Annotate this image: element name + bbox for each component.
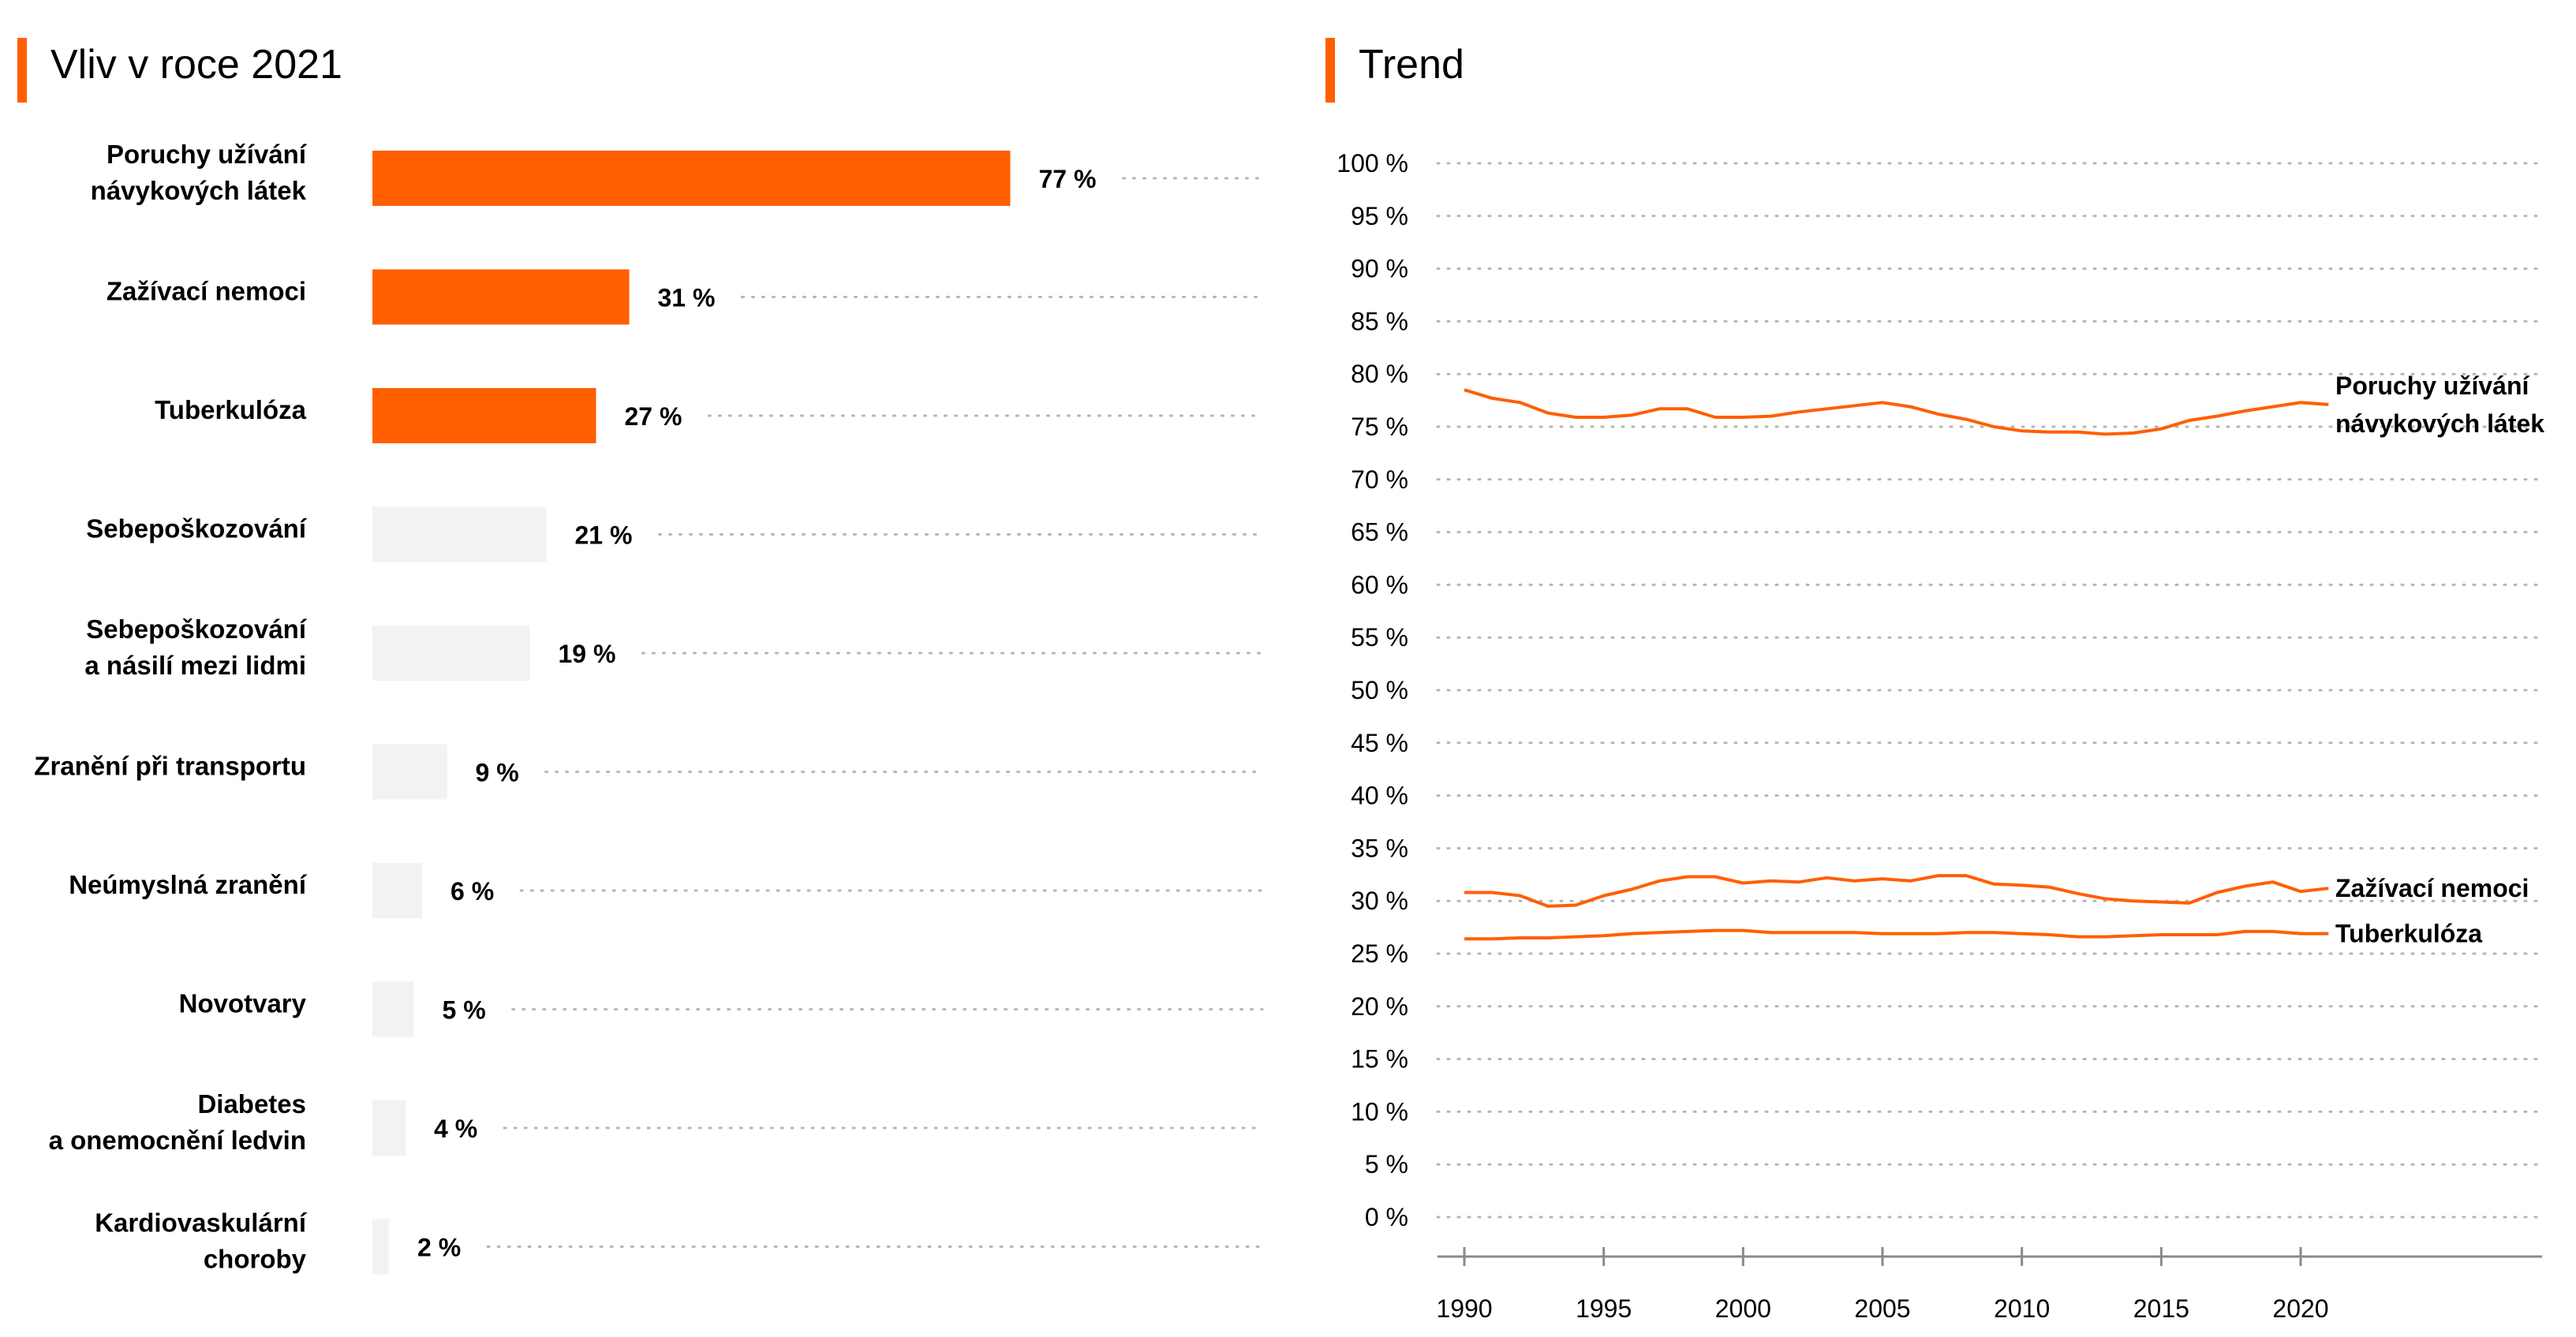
bar-value-label: 27 % <box>625 402 682 431</box>
x-tick-label: 2015 <box>2133 1294 2189 1323</box>
bar <box>372 744 447 800</box>
bar-value-label: 9 % <box>476 759 519 787</box>
bar-row: 6 % Neúmyslná zranění <box>69 863 1264 918</box>
bar-value-label: 6 % <box>451 877 494 906</box>
bar-value-label: 31 % <box>658 284 716 312</box>
y-tick-label: 20 % <box>1351 992 1408 1021</box>
series-label: návykových látek <box>2335 409 2544 438</box>
y-tick-label: 45 % <box>1351 729 1408 757</box>
y-tick-label: 15 % <box>1351 1045 1408 1074</box>
bar-value-label: 5 % <box>443 996 486 1025</box>
bar-row: 19 % Sebepoškozování a násilí mezi lidmi <box>84 614 1264 681</box>
y-tick-label: 95 % <box>1351 202 1408 230</box>
bar <box>372 626 530 681</box>
category-label: Tuberkulóza <box>155 395 307 424</box>
category-label: Sebepoškozování <box>86 614 308 644</box>
bar <box>372 506 547 562</box>
category-label: Zranění při transportu <box>34 752 306 781</box>
bar <box>372 151 1011 206</box>
series-label: Poruchy užívání <box>2335 372 2530 400</box>
bar <box>372 981 414 1037</box>
left-title-accent <box>17 38 27 103</box>
category-label: Neúmyslná zranění <box>69 870 308 899</box>
bar-value-label: 2 % <box>417 1234 461 1262</box>
y-tick-label: 50 % <box>1351 676 1408 704</box>
category-label: Novotvary <box>179 989 307 1018</box>
bar-value-label: 77 % <box>1039 165 1097 193</box>
category-label: Zažívací nemoci <box>107 277 306 306</box>
y-tick-label: 55 % <box>1351 623 1408 652</box>
bar-row: 9 % Zranění při transportu <box>34 744 1264 800</box>
bar-value-label: 21 % <box>575 521 633 550</box>
y-tick-label: 60 % <box>1351 570 1408 599</box>
trend-line-chart: 0 % 5 % 10 % 15 % 20 % 25 % 30 % 35 % 40 % 45 % 50… <box>1337 149 2544 1323</box>
category-label: Kardiovaskulární <box>95 1208 308 1238</box>
bar <box>372 1219 389 1275</box>
impact-bar-chart: 77 % Poruchy užívání návykových látek 31 % Z… <box>34 140 1264 1275</box>
category-label: Sebepoškozování <box>86 514 308 543</box>
category-label: Diabetes <box>197 1089 306 1119</box>
series-label: Zažívací nemoci <box>2335 874 2529 902</box>
bar-value-label: 19 % <box>559 640 616 668</box>
series-line <box>1464 874 2329 908</box>
y-tick-label: 75 % <box>1351 413 1408 441</box>
series-line <box>1464 388 2329 436</box>
x-tick-label: 2000 <box>1715 1294 1771 1323</box>
y-tick-label: 100 % <box>1337 149 1408 177</box>
y-tick-label: 35 % <box>1351 834 1408 862</box>
bar-row: 77 % Poruchy užívání návykových látek <box>91 140 1264 206</box>
bar-row: 4 % Diabetes a onemocnění ledvin <box>49 1089 1264 1156</box>
x-tick-label: 2020 <box>2272 1294 2328 1323</box>
y-tick-label: 30 % <box>1351 887 1408 915</box>
left-panel-title: Vliv v roce 2021 <box>50 42 342 88</box>
series-line <box>1464 928 2329 941</box>
category-label: choroby <box>204 1245 307 1274</box>
series-label: Tuberkulóza <box>2335 920 2482 948</box>
bar <box>372 269 630 325</box>
bar-row: 21 % Sebepoškozování <box>86 506 1264 562</box>
bar-value-label: 4 % <box>434 1115 477 1143</box>
category-label: návykových látek <box>91 176 307 205</box>
bar <box>372 863 422 918</box>
y-tick-label: 40 % <box>1351 782 1408 810</box>
bar <box>372 388 596 443</box>
y-tick-label: 80 % <box>1351 360 1408 388</box>
right-panel-title: Trend <box>1359 42 1464 88</box>
x-tick-label: 2005 <box>1854 1294 1910 1323</box>
y-tick-label: 90 % <box>1351 255 1408 283</box>
bar-row: 27 % Tuberkulóza <box>155 388 1264 443</box>
y-tick-label: 10 % <box>1351 1097 1408 1126</box>
y-tick-label: 65 % <box>1351 518 1408 547</box>
category-label: Poruchy užívání <box>107 140 308 169</box>
x-tick-label: 1990 <box>1436 1294 1492 1323</box>
x-tick-label: 1995 <box>1576 1294 1632 1323</box>
bar-row: 2 % Kardiovaskulární choroby <box>95 1208 1264 1275</box>
x-tick-label: 2010 <box>1994 1294 2050 1323</box>
y-tick-label: 25 % <box>1351 939 1408 968</box>
y-tick-label: 5 % <box>1365 1150 1408 1178</box>
bar-row: 31 % Zažívací nemoci <box>107 269 1264 325</box>
y-tick-label: 85 % <box>1351 307 1408 335</box>
bar-row: 5 % Novotvary <box>179 981 1264 1037</box>
bar <box>372 1100 406 1156</box>
category-label: a násilí mezi lidmi <box>84 651 306 680</box>
y-tick-label: 0 % <box>1365 1203 1408 1231</box>
right-title-accent <box>1325 38 1335 103</box>
category-label: a onemocnění ledvin <box>49 1126 306 1155</box>
y-tick-label: 70 % <box>1351 465 1408 494</box>
